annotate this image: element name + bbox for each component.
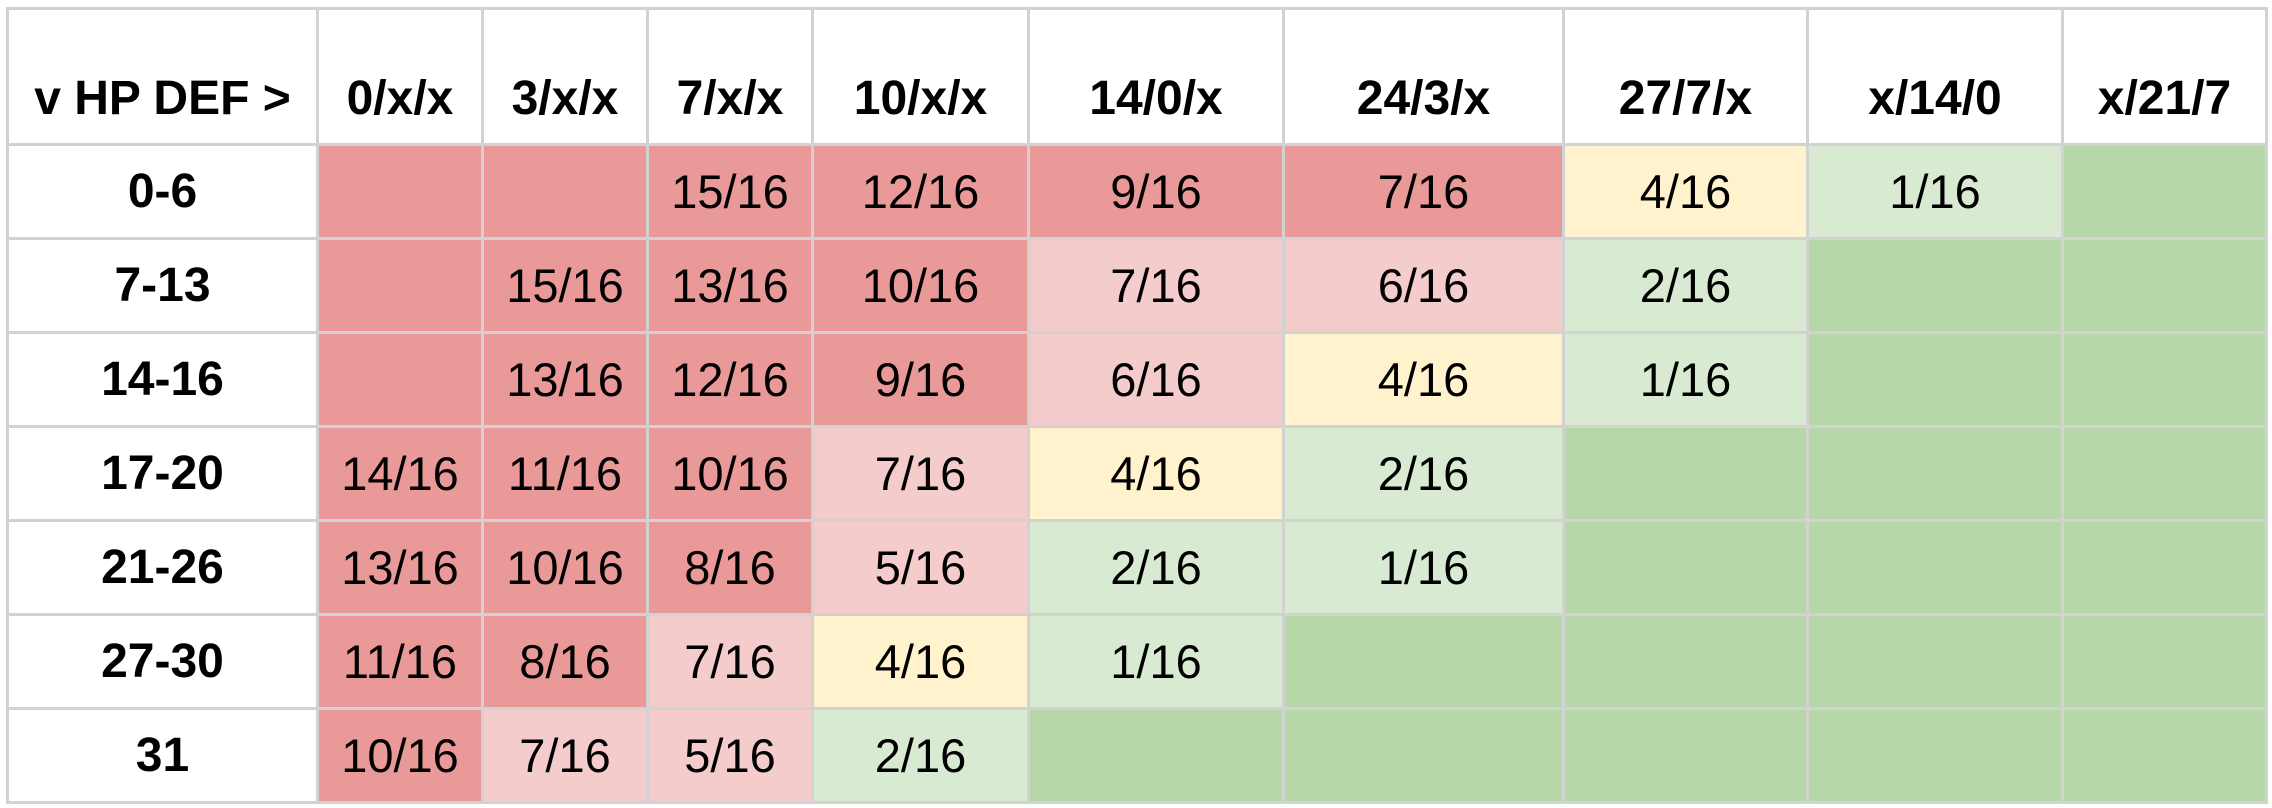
- table-cell: 13/16: [646, 237, 814, 334]
- table-cell: 5/16: [646, 707, 814, 804]
- table-cell: [1027, 707, 1285, 804]
- table-cell: [1806, 707, 2064, 804]
- table-cell: 7/16: [646, 613, 814, 710]
- table-cell: [1562, 425, 1809, 522]
- table-cell: 6/16: [1027, 331, 1285, 428]
- table-cell: [1806, 613, 2064, 710]
- table-cell: 15/16: [646, 143, 814, 240]
- table-cell: 12/16: [646, 331, 814, 428]
- table-cell: 10/16: [316, 707, 484, 804]
- table-cell: 1/16: [1027, 613, 1285, 710]
- table-cell: 2/16: [1282, 425, 1565, 522]
- table-cell: [316, 143, 484, 240]
- row-label: 7-13: [6, 237, 319, 334]
- row-label: 14-16: [6, 331, 319, 428]
- table-cell: [1562, 613, 1809, 710]
- header-cell: 3/x/x: [481, 7, 649, 146]
- row-label: 31: [6, 707, 319, 804]
- table-cell: [1282, 613, 1565, 710]
- header-cell: x/14/0: [1806, 7, 2064, 146]
- header-cell: 10/x/x: [811, 7, 1030, 146]
- table-row: 14-16 13/16 12/16 9/16 6/16 4/16 1/16: [6, 331, 2268, 428]
- table-cell: 4/16: [811, 613, 1030, 710]
- table-cell: [1562, 519, 1809, 616]
- table-row: 0-6 15/16 12/16 9/16 7/16 4/16 1/16: [6, 143, 2268, 240]
- table-cell: [2061, 425, 2268, 522]
- header-cell: 24/3/x: [1282, 7, 1565, 146]
- table-cell: 9/16: [811, 331, 1030, 428]
- table-cell: 10/16: [646, 425, 814, 522]
- table-cell: 13/16: [316, 519, 484, 616]
- table-cell: 7/16: [811, 425, 1030, 522]
- table-cell: 1/16: [1806, 143, 2064, 240]
- table-cell: 11/16: [481, 425, 649, 522]
- table-cell: 2/16: [811, 707, 1030, 804]
- table-cell: 7/16: [1027, 237, 1285, 334]
- table-cell: 4/16: [1282, 331, 1565, 428]
- header-cell: 7/x/x: [646, 7, 814, 146]
- header-cell: x/21/7: [2061, 7, 2268, 146]
- table-cell: 7/16: [1282, 143, 1565, 240]
- table-cell: 6/16: [1282, 237, 1565, 334]
- header-cell: 0/x/x: [316, 7, 484, 146]
- table-cell: 1/16: [1282, 519, 1565, 616]
- table-cell: 12/16: [811, 143, 1030, 240]
- table-cell: 8/16: [646, 519, 814, 616]
- table-cell: 8/16: [481, 613, 649, 710]
- header-row: v HP DEF > 0/x/x 3/x/x 7/x/x 10/x/x 14/0…: [6, 7, 2268, 146]
- row-label: 0-6: [6, 143, 319, 240]
- table-cell: [1806, 519, 2064, 616]
- table-cell: 13/16: [481, 331, 649, 428]
- table-cell: [2061, 331, 2268, 428]
- table-cell: [481, 143, 649, 240]
- table-cell: [2061, 519, 2268, 616]
- header-cell-corner: v HP DEF >: [6, 7, 319, 146]
- table-cell: [2061, 143, 2268, 240]
- table-body: 0-6 15/16 12/16 9/16 7/16 4/16 1/16 7-13 15/16 13…: [6, 143, 2268, 804]
- row-label: 27-30: [6, 613, 319, 710]
- table-row: 21-26 13/16 10/16 8/16 5/16 2/16 1/16: [6, 519, 2268, 616]
- table-cell: 15/16: [481, 237, 649, 334]
- table-cell: [1806, 331, 2064, 428]
- table-cell: 4/16: [1027, 425, 1285, 522]
- table-row: 27-30 11/16 8/16 7/16 4/16 1/16: [6, 613, 2268, 710]
- table-cell: 2/16: [1562, 237, 1809, 334]
- table-cell: [316, 331, 484, 428]
- table-cell: 10/16: [481, 519, 649, 616]
- table-cell: [1806, 425, 2064, 522]
- table-cell: [316, 237, 484, 334]
- table-cell: 7/16: [481, 707, 649, 804]
- table-cell: 2/16: [1027, 519, 1285, 616]
- table-cell: [1282, 707, 1565, 804]
- table-cell: 9/16: [1027, 143, 1285, 240]
- table-cell: [2061, 707, 2268, 804]
- table-cell: [2061, 613, 2268, 710]
- table-cell: [1562, 707, 1809, 804]
- table-cell: [1806, 237, 2064, 334]
- table-cell: 5/16: [811, 519, 1030, 616]
- table-cell: 11/16: [316, 613, 484, 710]
- table-row: 31 10/16 7/16 5/16 2/16: [6, 707, 2268, 804]
- table-cell: [2061, 237, 2268, 334]
- header-cell: 14/0/x: [1027, 7, 1285, 146]
- header-cell: 27/7/x: [1562, 7, 1809, 146]
- table-cell: 14/16: [316, 425, 484, 522]
- row-label: 21-26: [6, 519, 319, 616]
- hp-def-table: v HP DEF > 0/x/x 3/x/x 7/x/x 10/x/x 14/0…: [6, 7, 2268, 804]
- row-label: 17-20: [6, 425, 319, 522]
- table-cell: 10/16: [811, 237, 1030, 334]
- table-row: 17-20 14/16 11/16 10/16 7/16 4/16 2/16: [6, 425, 2268, 522]
- table-cell: 1/16: [1562, 331, 1809, 428]
- table-cell: 4/16: [1562, 143, 1809, 240]
- table-row: 7-13 15/16 13/16 10/16 7/16 6/16 2/16: [6, 237, 2268, 334]
